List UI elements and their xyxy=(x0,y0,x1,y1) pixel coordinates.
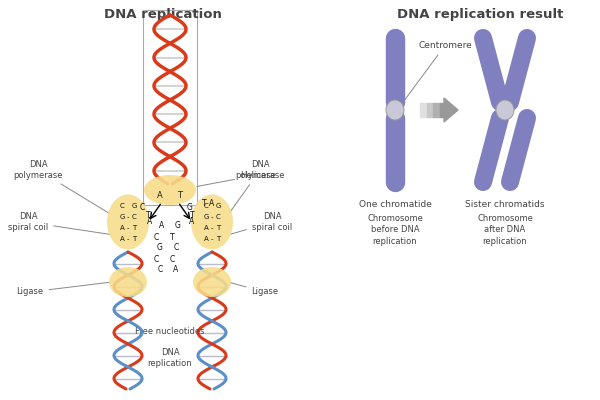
Text: A: A xyxy=(148,216,152,226)
Polygon shape xyxy=(444,98,458,122)
Ellipse shape xyxy=(496,100,514,120)
Ellipse shape xyxy=(107,194,149,250)
Text: G: G xyxy=(203,214,209,220)
Text: G: G xyxy=(215,203,221,209)
Text: C: C xyxy=(203,203,208,209)
Text: C: C xyxy=(169,254,175,264)
Text: One chromatide: One chromatide xyxy=(359,200,431,209)
Text: C: C xyxy=(154,254,158,264)
Text: Ligase: Ligase xyxy=(230,283,278,296)
Text: A: A xyxy=(119,225,124,231)
Text: Centromere: Centromere xyxy=(397,41,472,111)
Text: C: C xyxy=(157,266,163,274)
Text: T: T xyxy=(132,236,136,242)
Text: Ligase: Ligase xyxy=(16,282,109,296)
Text: -: - xyxy=(127,214,129,220)
Text: Chromosome
before DNA
replication: Chromosome before DNA replication xyxy=(367,214,423,246)
Text: A: A xyxy=(203,236,208,242)
Text: A: A xyxy=(203,225,208,231)
Text: -: - xyxy=(127,225,129,231)
Text: Chromosome
after DNA
replication: Chromosome after DNA replication xyxy=(477,214,533,246)
Ellipse shape xyxy=(386,100,404,120)
Text: A: A xyxy=(157,192,163,200)
Text: -: - xyxy=(211,236,213,242)
Text: T: T xyxy=(202,198,206,208)
Text: C: C xyxy=(154,232,158,242)
Text: G: G xyxy=(131,203,137,209)
Text: -: - xyxy=(211,225,213,231)
Text: T: T xyxy=(132,225,136,231)
Text: -: - xyxy=(127,236,129,242)
Text: T: T xyxy=(178,192,182,200)
Text: A: A xyxy=(160,220,164,230)
Text: A: A xyxy=(209,198,215,208)
Text: DNA
spiral coil: DNA spiral coil xyxy=(230,212,292,234)
Text: Helicase: Helicase xyxy=(197,170,276,186)
Text: C: C xyxy=(139,204,145,212)
Text: T: T xyxy=(216,225,220,231)
Ellipse shape xyxy=(109,267,147,297)
Text: DNA
spiral coil: DNA spiral coil xyxy=(8,212,111,234)
Ellipse shape xyxy=(144,175,196,205)
Text: T: T xyxy=(216,236,220,242)
Text: DNA replication result: DNA replication result xyxy=(397,8,563,21)
Text: DNA
polymerase: DNA polymerase xyxy=(13,160,110,214)
Text: C: C xyxy=(131,214,136,220)
Text: -: - xyxy=(211,214,213,220)
Ellipse shape xyxy=(191,194,233,250)
Text: Sister chromatids: Sister chromatids xyxy=(465,200,545,209)
Text: G: G xyxy=(187,204,193,212)
Text: T: T xyxy=(190,210,194,220)
Text: C: C xyxy=(173,244,179,252)
Text: T: T xyxy=(146,210,151,220)
Text: DNA
replication: DNA replication xyxy=(148,348,193,368)
Text: Free nucleotides: Free nucleotides xyxy=(135,328,205,336)
Text: A: A xyxy=(119,236,124,242)
Text: C: C xyxy=(119,203,124,209)
Text: C: C xyxy=(215,214,220,220)
Text: G: G xyxy=(157,244,163,252)
Text: G: G xyxy=(175,220,181,230)
Text: DNA replication: DNA replication xyxy=(104,8,222,21)
Text: A: A xyxy=(173,266,179,274)
FancyBboxPatch shape xyxy=(143,10,197,205)
Text: G: G xyxy=(119,214,125,220)
Text: T: T xyxy=(170,232,175,242)
Text: DNA
polymerase: DNA polymerase xyxy=(230,160,285,213)
Text: A: A xyxy=(190,216,194,226)
Ellipse shape xyxy=(193,267,231,297)
